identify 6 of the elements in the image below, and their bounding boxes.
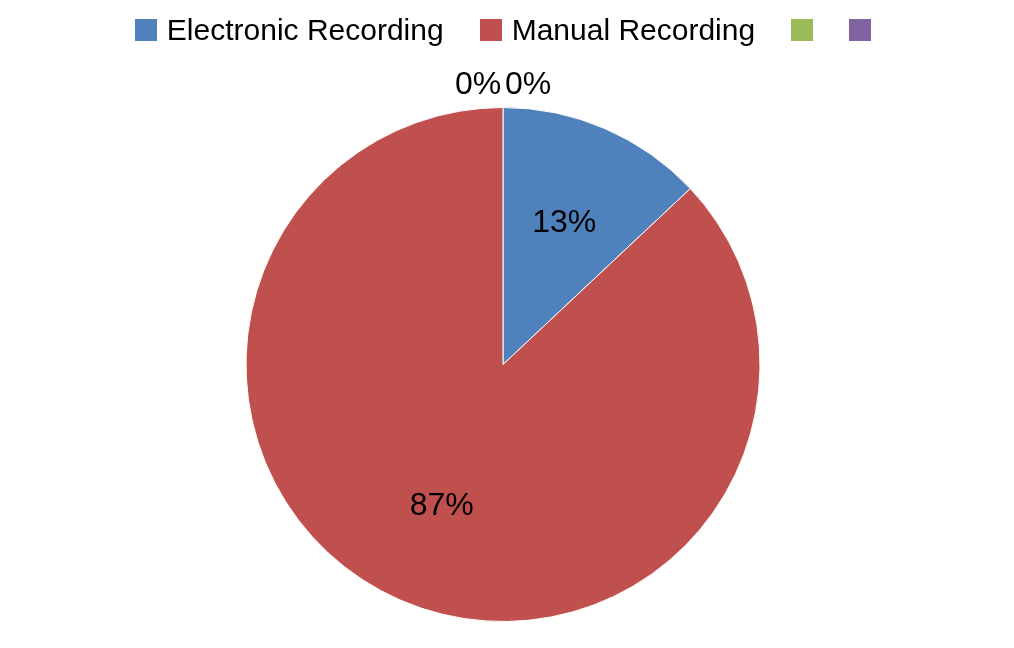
data-label: 87%	[409, 485, 474, 522]
legend-label: Electronic Recording	[166, 13, 444, 47]
text: 0%	[454, 65, 502, 102]
data-label: 13%	[532, 202, 597, 239]
legend-label: Manual Recording	[511, 13, 756, 47]
text: 0%	[504, 65, 552, 102]
